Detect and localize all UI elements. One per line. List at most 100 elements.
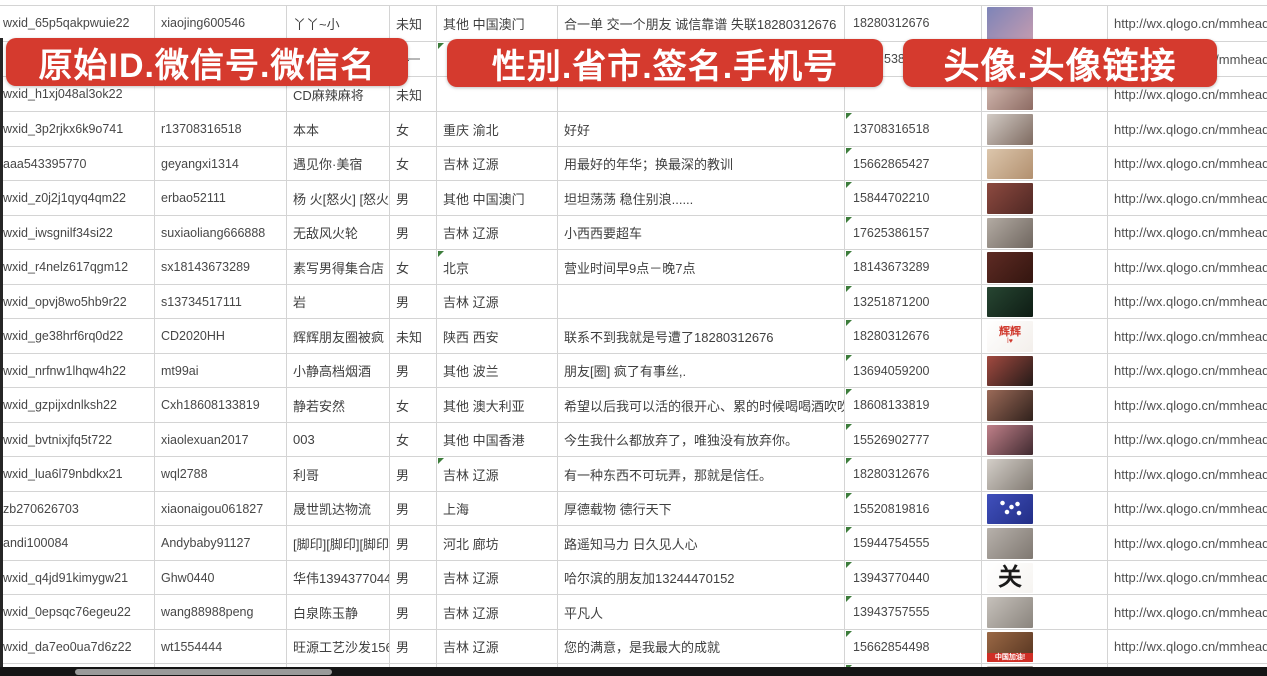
cell-phone[interactable]: 15662854498 [845, 630, 982, 664]
cell-original-id[interactable]: wxid_3p2rjkx6k9o741 [0, 112, 155, 147]
cell-avatar-link[interactable]: http://wx.qlogo.cn/mmhead [1108, 492, 1267, 526]
cell-wechat-id[interactable]: wang88988peng [155, 595, 287, 630]
cell-avatar-link[interactable]: http://wx.qlogo.cn/mmhead [1108, 423, 1267, 457]
cell-original-id[interactable]: wxid_lua6l79nbdkx21 [0, 457, 155, 492]
cell-signature[interactable]: 路遥知马力 日久见人心 [558, 526, 845, 561]
cell-gender[interactable]: 未知 [390, 5, 437, 42]
horizontal-scrollbar-track[interactable] [0, 667, 1267, 676]
cell-phone[interactable]: 15526902777 [845, 423, 982, 457]
cell-wechat-id[interactable]: sx18143673289 [155, 250, 287, 285]
cell-gender[interactable]: 男 [390, 457, 437, 492]
cell-region[interactable]: 上海 [437, 492, 558, 526]
cell-wechat-id[interactable]: r13708316518 [155, 112, 287, 147]
cell-signature[interactable]: 好好 [558, 112, 845, 147]
cell-phone[interactable]: 18280312676 [845, 457, 982, 492]
cell-original-id[interactable]: wxid_opvj8wo5hb9r22 [0, 285, 155, 319]
cell-region[interactable]: 吉林 辽源 [437, 630, 558, 664]
cell-gender[interactable]: 男 [390, 216, 437, 250]
cell-wechat-name[interactable]: 本本 [287, 112, 390, 147]
cell-wechat-id[interactable]: wql2788 [155, 457, 287, 492]
cell-signature[interactable]: 有一种东西不可玩弄，那就是信任。 [558, 457, 845, 492]
cell-avatar-link[interactable]: http://wx.qlogo.cn/mmhead [1108, 595, 1267, 630]
cell-gender[interactable]: 女 [390, 147, 437, 181]
cell-original-id[interactable]: wxid_r4nelz617qgm12 [0, 250, 155, 285]
cell-gender[interactable]: 男 [390, 354, 437, 388]
cell-wechat-name[interactable]: 晟世凯达物流 [287, 492, 390, 526]
cell-gender[interactable]: 男 [390, 285, 437, 319]
cell-signature[interactable]: 平凡人 [558, 595, 845, 630]
cell-signature[interactable]: 厚德载物 德行天下 [558, 492, 845, 526]
cell-signature[interactable]: 坦坦荡荡 稳住别浪...... [558, 181, 845, 216]
cell-gender[interactable]: 未知 [390, 319, 437, 354]
cell-avatar[interactable]: 辉辉l♥ [982, 319, 1108, 354]
cell-wechat-id[interactable]: Andybaby91127 [155, 526, 287, 561]
cell-wechat-name[interactable]: 003 [287, 423, 390, 457]
cell-signature[interactable]: 朋友[圈] 疯了有事丝,. [558, 354, 845, 388]
cell-original-id[interactable]: wxid_da7eo0ua7d6z22 [0, 630, 155, 664]
cell-original-id[interactable]: wxid_gzpijxdnlksh22 [0, 388, 155, 423]
cell-wechat-name[interactable]: 华伟13943770440 [287, 561, 390, 595]
cell-gender[interactable]: 女 [390, 423, 437, 457]
cell-wechat-name[interactable]: 静若安然 [287, 388, 390, 423]
cell-phone[interactable]: 13251871200 [845, 285, 982, 319]
cell-avatar-link[interactable]: http://wx.qlogo.cn/mmhead [1108, 181, 1267, 216]
cell-phone[interactable]: 15662865427 [845, 147, 982, 181]
cell-original-id[interactable]: andi100084 [0, 526, 155, 561]
cell-wechat-id[interactable]: Ghw0440 [155, 561, 287, 595]
cell-avatar-link[interactable]: http://wx.qlogo.cn/mmhead [1108, 216, 1267, 250]
cell-avatar[interactable] [982, 147, 1108, 181]
cell-wechat-id[interactable]: wt1554444 [155, 630, 287, 664]
cell-gender[interactable]: 男 [390, 492, 437, 526]
cell-original-id[interactable]: wxid_z0j2j1qyq4qm22 [0, 181, 155, 216]
cell-avatar[interactable] [982, 250, 1108, 285]
cell-signature[interactable]: 哈尔滨的朋友加13244470152 [558, 561, 845, 595]
cell-avatar[interactable] [982, 526, 1108, 561]
cell-avatar[interactable] [982, 112, 1108, 147]
cell-wechat-name[interactable]: 素写男得集合店 [287, 250, 390, 285]
cell-region[interactable]: 其他 中国澳门 [437, 181, 558, 216]
cell-region[interactable]: 河北 廊坊 [437, 526, 558, 561]
cell-phone[interactable]: 13694059200 [845, 354, 982, 388]
cell-region[interactable]: 吉林 辽源 [437, 147, 558, 181]
cell-avatar-link[interactable]: http://wx.qlogo.cn/mmhead [1108, 561, 1267, 595]
cell-wechat-name[interactable]: 杨 火[怒火] [怒火] [287, 181, 390, 216]
cell-gender[interactable]: 男 [390, 595, 437, 630]
cell-avatar-link[interactable]: http://wx.qlogo.cn/mmhead [1108, 457, 1267, 492]
cell-gender[interactable]: 女 [390, 250, 437, 285]
cell-gender[interactable]: 男 [390, 181, 437, 216]
cell-wechat-id[interactable]: mt99ai [155, 354, 287, 388]
cell-avatar-link[interactable]: http://wx.qlogo.cn/mmhead [1108, 112, 1267, 147]
cell-wechat-name[interactable]: [脚印][脚印][脚印][脚印][脚印] [287, 526, 390, 561]
cell-original-id[interactable]: wxid_bvtnixjfq5t722 [0, 423, 155, 457]
horizontal-scrollbar-thumb[interactable] [75, 669, 332, 675]
cell-phone[interactable]: 13708316518 [845, 112, 982, 147]
cell-wechat-name[interactable]: 丫丫~小 [287, 5, 390, 42]
cell-region[interactable]: 其他 中国澳门 [437, 5, 558, 42]
cell-phone[interactable]: 17625386157 [845, 216, 982, 250]
cell-avatar[interactable] [982, 595, 1108, 630]
cell-phone[interactable]: 13943757555 [845, 595, 982, 630]
cell-signature[interactable]: 今生我什么都放弃了，唯独没有放弃你。 [558, 423, 845, 457]
cell-signature[interactable]: 希望以后我可以活的很开心、累的时候喝喝酒吹吹[ [558, 388, 845, 423]
cell-avatar[interactable] [982, 354, 1108, 388]
cell-phone[interactable]: 15944754555 [845, 526, 982, 561]
cell-signature[interactable]: 营业时间早9点－晚7点 [558, 250, 845, 285]
cell-wechat-name[interactable]: 旺源工艺沙发15662854498 [287, 630, 390, 664]
cell-wechat-id[interactable]: suxiaoliang666888 [155, 216, 287, 250]
cell-avatar[interactable] [982, 492, 1108, 526]
cell-wechat-id[interactable]: s13734517111 [155, 285, 287, 319]
cell-avatar[interactable] [982, 388, 1108, 423]
cell-region[interactable]: 其他 澳大利亚 [437, 388, 558, 423]
cell-avatar[interactable]: 关 [982, 561, 1108, 595]
cell-region[interactable]: 吉林 辽源 [437, 216, 558, 250]
cell-region[interactable]: 其他 波兰 [437, 354, 558, 388]
cell-avatar[interactable] [982, 181, 1108, 216]
cell-region[interactable]: 重庆 渝北 [437, 112, 558, 147]
cell-original-id[interactable]: wxid_0epsqc76egeu22 [0, 595, 155, 630]
cell-wechat-id[interactable]: CD2020HH [155, 319, 287, 354]
cell-wechat-name[interactable]: 岩 [287, 285, 390, 319]
cell-region[interactable]: 吉林 辽源 [437, 595, 558, 630]
cell-wechat-name[interactable]: 遇见你·美宿 [287, 147, 390, 181]
cell-phone[interactable]: 15520819816 [845, 492, 982, 526]
cell-avatar-link[interactable]: http://wx.qlogo.cn/mmhead [1108, 526, 1267, 561]
